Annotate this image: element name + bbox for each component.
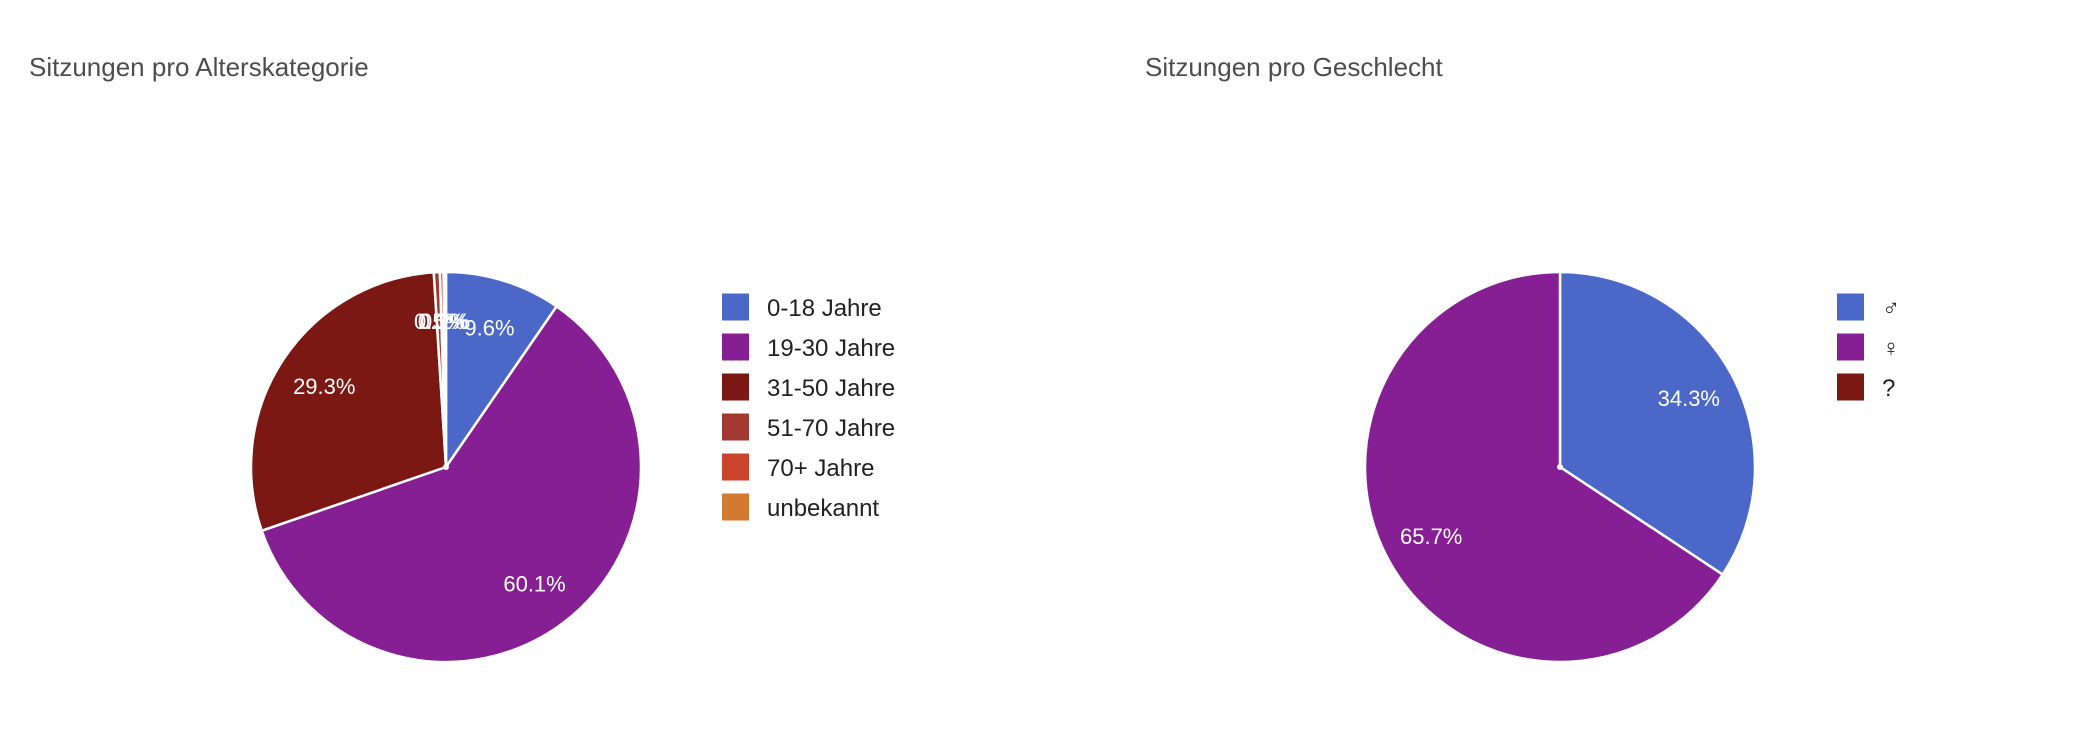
legend-swatch <box>722 333 749 361</box>
legend-swatch <box>1837 333 1864 361</box>
gender-chart-panel: Sitzungen pro Geschlecht 34.3% 65.7% ♂ ♀? <box>1110 0 2076 742</box>
slice-data-label: 0.3% <box>418 309 468 334</box>
legend-item-item-1[interactable]: ♀ <box>1837 333 1900 363</box>
slice-data-label: 34.3% <box>1658 386 1720 411</box>
slice-data-label: 65.7% <box>1400 524 1462 549</box>
legend-item-31-50-jahre[interactable]: 31-50 Jahre <box>722 373 895 403</box>
age-pie-chart: 9.6% 60.1% 29.3% 0.5%0.3%0.2% 0-18 Jahre 19-3… <box>249 270 895 664</box>
legend-label: 70+ Jahre <box>767 455 874 482</box>
legend: ♂ ♀? <box>1837 293 1900 403</box>
legend-swatch <box>722 293 749 321</box>
legend-swatch <box>722 493 749 521</box>
slice-data-label: 60.1% <box>503 571 565 596</box>
slice-data-label: 29.3% <box>293 374 355 399</box>
legend-item-0-18-jahre[interactable]: 0-18 Jahre <box>722 293 882 323</box>
legend-item-unbekannt[interactable]: unbekannt <box>722 493 879 523</box>
pie-slices <box>1363 270 1757 664</box>
legend-label: 31-50 Jahre <box>767 375 895 402</box>
legend-item-19-30-jahre[interactable]: 19-30 Jahre <box>722 333 895 363</box>
pie-labels: 9.6% 60.1% 29.3% 0.5%0.3%0.2% <box>293 309 566 597</box>
legend-label: ♂ <box>1882 295 1900 322</box>
legend-label: 0-18 Jahre <box>767 295 882 322</box>
pie-center-dot <box>443 464 449 470</box>
gender-pie-chart: 34.3% 65.7% ♂ ♀? <box>1363 270 1900 664</box>
pie-labels: 34.3% 65.7% <box>1400 386 1720 549</box>
chart-title: Sitzungen pro Alterskategorie <box>29 52 369 82</box>
pie-slice-19-30-jahre[interactable] <box>260 304 643 664</box>
age-chart-panel: Sitzungen pro Alterskategorie 9.6% 60.1% 2… <box>29 52 895 664</box>
pie-slice-item-1[interactable] <box>1363 270 1725 664</box>
legend: 0-18 Jahre 19-30 Jahre 31-50 Jahre 51-70 Ja… <box>722 293 895 523</box>
slice-data-label: 0.2% <box>420 309 470 334</box>
legend-item-item-2[interactable]: ? <box>1837 373 1895 403</box>
pie-slice-31-50-jahre[interactable] <box>249 271 448 533</box>
legend-swatch <box>1837 373 1864 401</box>
pie-center-dot <box>1557 464 1563 470</box>
pie-slice-0-18-jahre[interactable] <box>444 270 559 472</box>
pie-slice-unbekannt[interactable] <box>442 270 448 468</box>
slice-data-label: 0.5% <box>414 309 464 334</box>
chart-title: Sitzungen pro Geschlecht <box>1145 52 1443 82</box>
legend-item-70-jahre[interactable]: 70+ Jahre <box>722 453 874 483</box>
legend-label: ? <box>1882 375 1895 402</box>
legend-swatch <box>1837 293 1864 321</box>
legend-item-51-70-jahre[interactable]: 51-70 Jahre <box>722 413 895 443</box>
legend-swatch <box>722 453 749 481</box>
legend-label: 51-70 Jahre <box>767 415 895 442</box>
legend-swatch <box>722 413 749 441</box>
pie-slices <box>249 270 643 664</box>
legend-swatch <box>722 373 749 401</box>
legend-label: unbekannt <box>767 495 879 522</box>
slice-data-label: 9.6% <box>464 315 514 340</box>
legend-label: 19-30 Jahre <box>767 335 895 362</box>
legend-item-item-0[interactable]: ♂ <box>1837 293 1900 323</box>
legend-label: ♀ <box>1882 335 1900 362</box>
